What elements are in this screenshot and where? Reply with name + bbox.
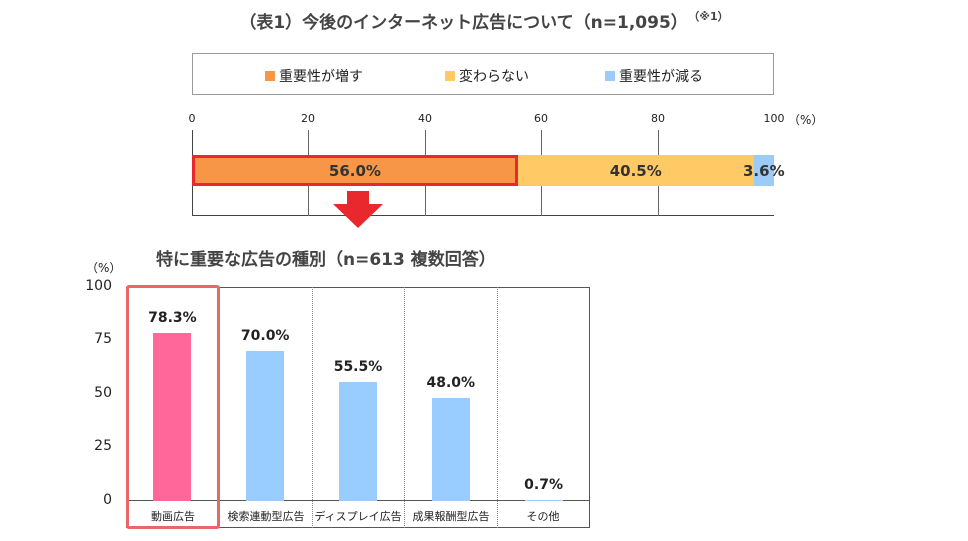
data-label: 0.7% [524,476,563,493]
data-label: 70.0% [240,328,290,345]
bar-label-same: 40.5% [609,161,662,180]
y-tick-label: 0 [103,492,112,508]
category-label: 検索連動型広告 [227,510,305,523]
data-label: 78.3% [148,310,197,327]
highlight-box [126,285,220,529]
legend-label-decrease: 重要性が減る [619,69,703,85]
legend-label-same: 変わらない [459,69,529,85]
category-label: 動画広告 [151,510,195,523]
y-tick-label: 100 [85,278,112,294]
bar-label-decrease: 3.6% [743,161,785,180]
category-label: 成果報酬型広告 [412,510,490,523]
legend-item-decrease: 重要性が減る [605,66,703,86]
bar-segment-increase: 56.0% [192,155,518,186]
y-unit-label: （%） [86,261,122,275]
x-tick-label: 40 [418,112,432,125]
chart-title-bottom: 特に重要な広告の種別（n=613 複数回答） [156,250,496,270]
category-label: ディスプレイ広告 [314,510,402,523]
x-tick-label: 0 [188,112,196,125]
legend-label-increase: 重要性が増す [279,69,363,85]
bar [246,351,285,501]
bar-label-increase: 56.0% [328,161,381,180]
gridline [404,287,405,528]
bar-segment-same: 40.5% [517,155,754,186]
bar [153,333,192,501]
gridline [312,287,313,528]
chart-title-top-text: （表1）今後のインターネット広告について（n=1,095） [239,13,688,33]
data-label: 48.0% [426,375,476,392]
category-label: その他 [526,510,560,523]
y-tick-label: 50 [94,385,112,401]
gridline [497,287,498,528]
down-arrow-head-icon [333,204,383,228]
chart-title-top: （表1）今後のインターネット広告について（n=1,095） （※1） [0,8,968,33]
bar [339,382,377,501]
x-tick-label: 100 [763,112,785,125]
data-label: 55.5% [333,359,383,376]
legend-swatch-same [445,71,455,81]
x-unit-label: （%） [788,113,824,127]
legend-item-increase: 重要性が増す [265,66,363,86]
x-tick-label: 60 [534,112,548,125]
legend-swatch-decrease [605,71,615,81]
y-tick-label: 75 [94,331,112,347]
x-tick-label: 80 [651,112,665,125]
legend-swatch-increase [265,71,275,81]
bar [524,499,563,501]
bar [431,398,470,501]
legend-item-same: 変わらない [445,66,529,86]
legend: 重要性が増す 変わらない 重要性が減る [192,53,774,95]
bar-segment-decrease: 3.6% [743,155,785,186]
down-arrow-icon [347,191,369,205]
chart-title-note: （※1） [693,10,729,23]
y-tick-label: 25 [94,438,112,454]
x-tick-label: 20 [301,112,315,125]
